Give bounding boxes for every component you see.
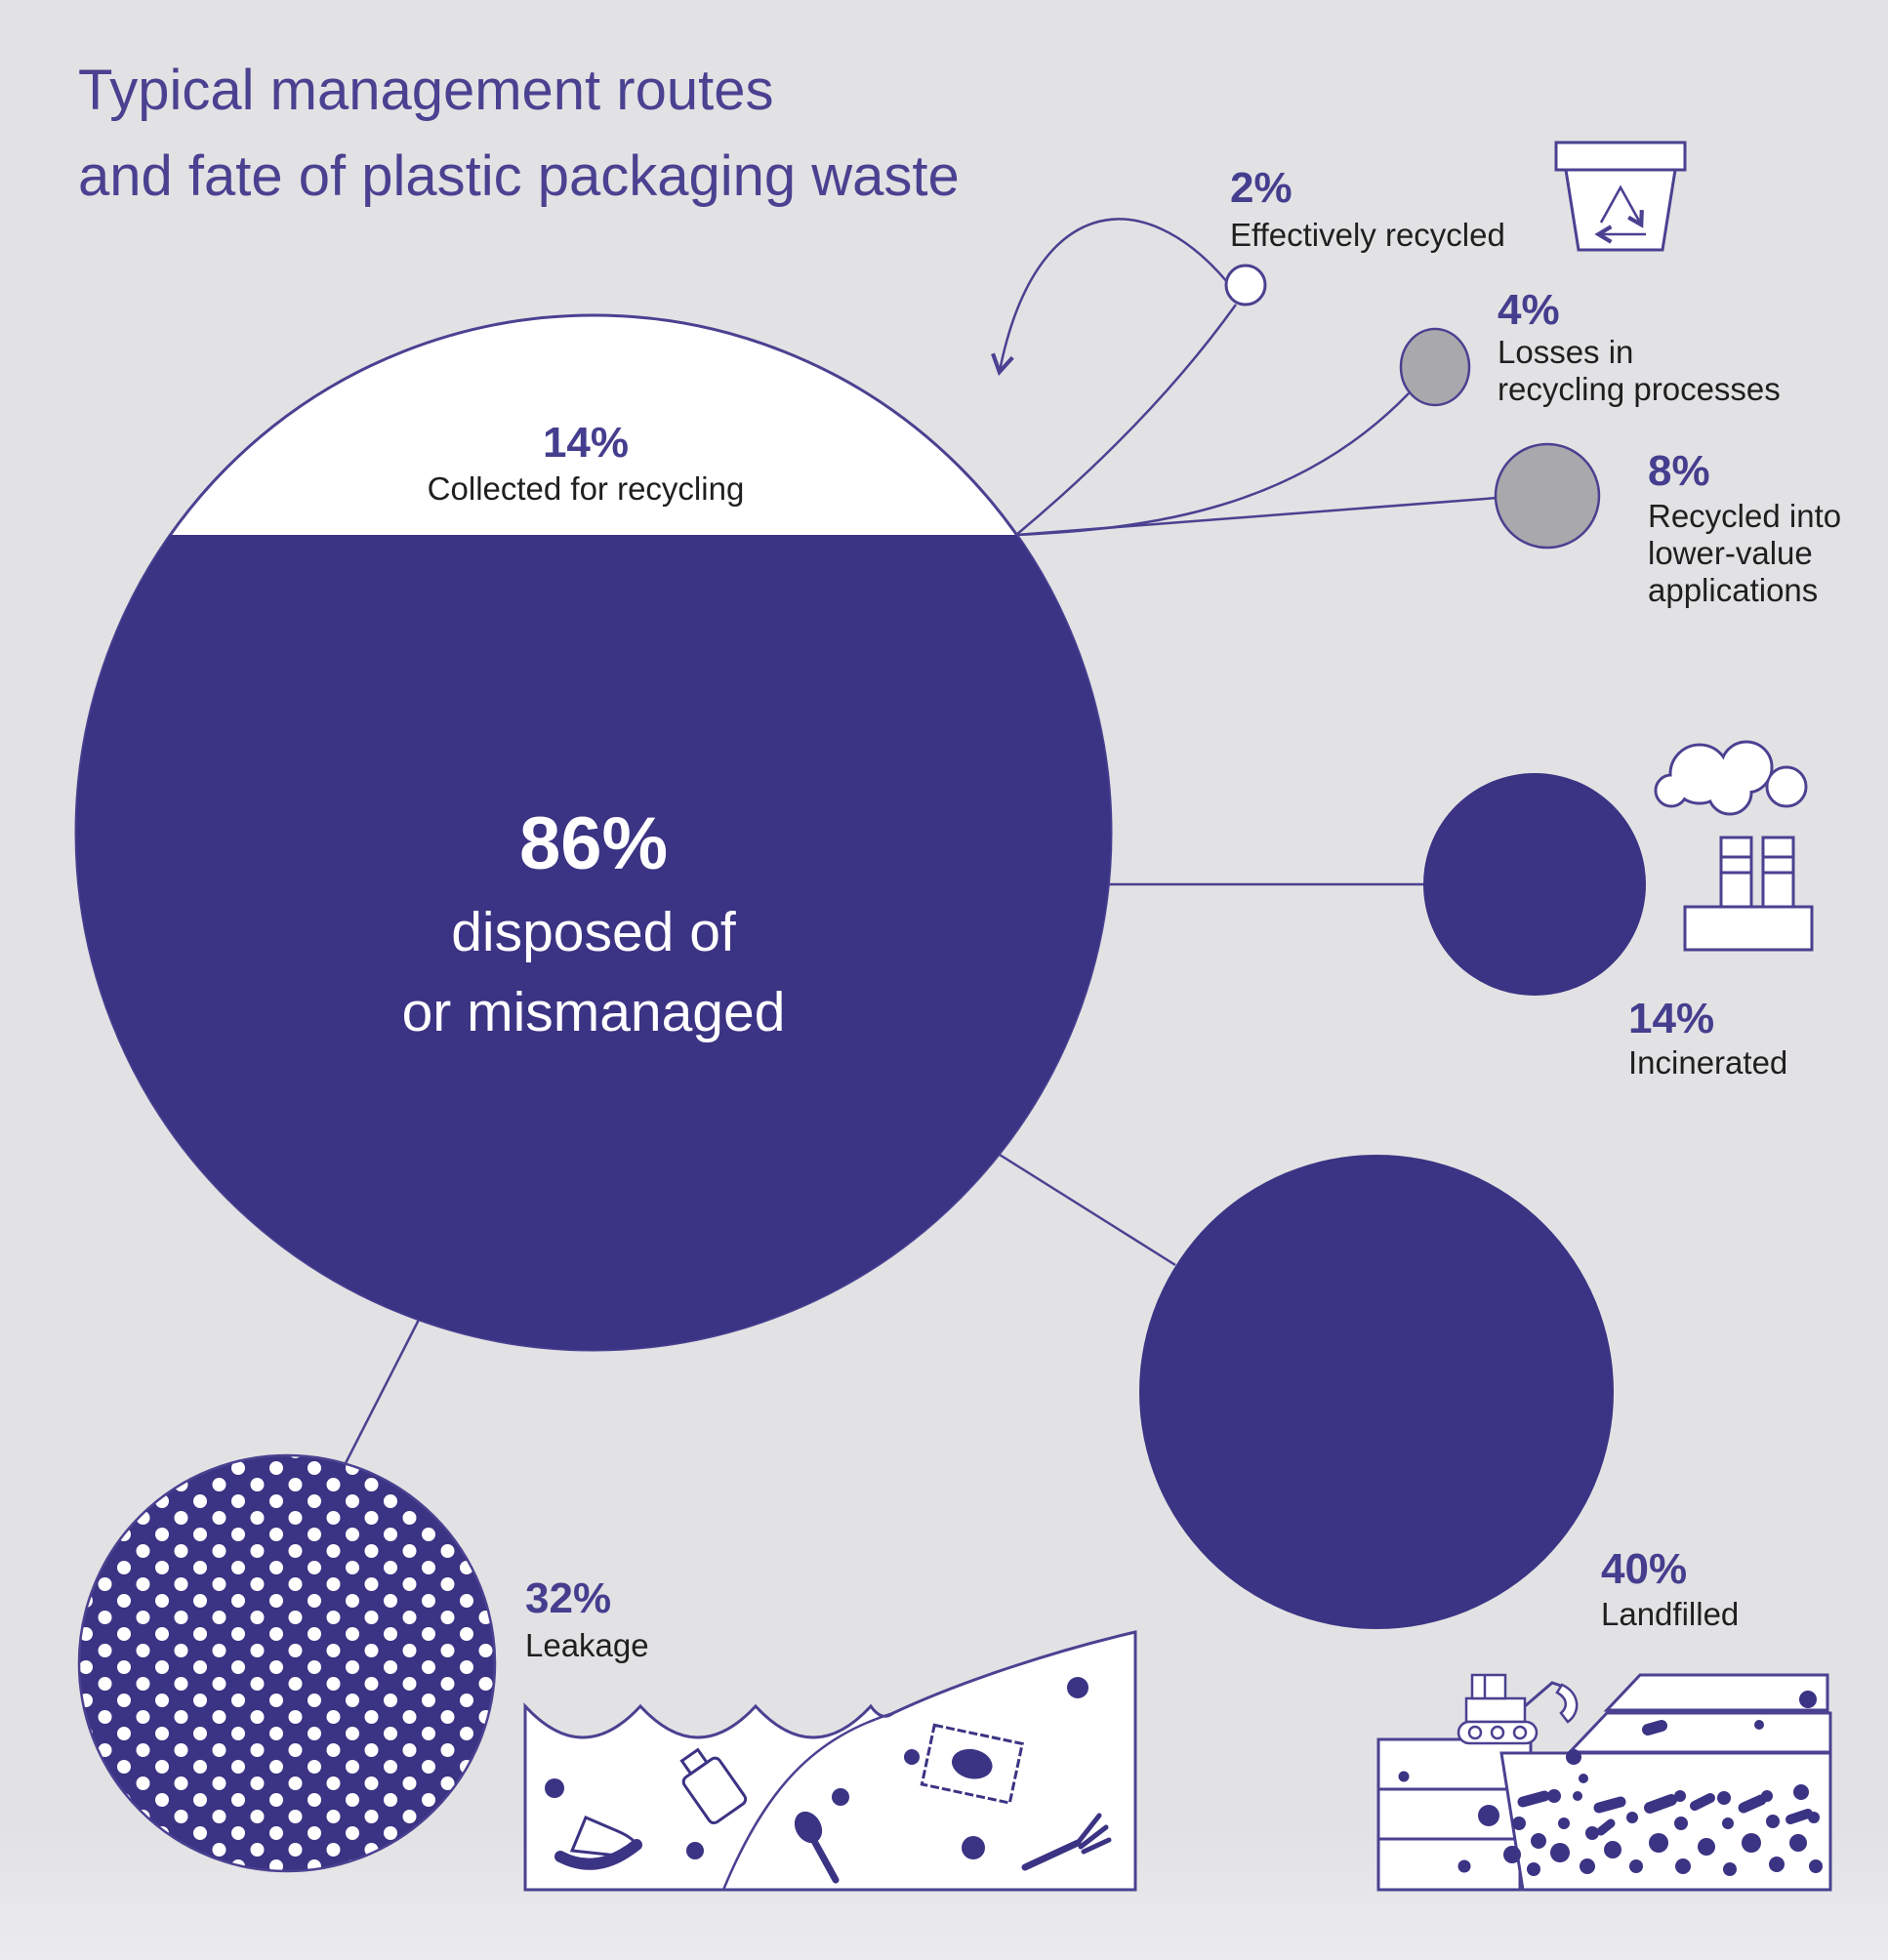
main-circle: 14% Collected for recycling 86% disposed… — [74, 313, 1113, 1352]
connector-lines — [342, 218, 1498, 1468]
terrace-left-3 — [1376, 1837, 1522, 1892]
landfill-waste-blobs — [1398, 1691, 1823, 1876]
line-to-leakage — [342, 1319, 421, 1468]
beach-line — [721, 1711, 894, 1891]
incinerated-pct: 14% — [1628, 995, 1714, 1042]
incinerated-circle — [1423, 773, 1646, 996]
page-title: Typical management routes and fate of pl… — [78, 59, 960, 208]
node-losses: 4% Losses in recycling processes — [1399, 286, 1781, 407]
node-lower-value: 8% Recycled into lower-value application… — [1494, 442, 1841, 608]
recycle-arrow-1 — [1599, 184, 1644, 228]
terrace-right-2 — [1566, 1711, 1832, 1754]
effectively-recycled-label: Effectively recycled — [1230, 217, 1505, 253]
smoke-cloud-icon — [1654, 740, 1808, 816]
losses-pct: 4% — [1498, 286, 1560, 334]
bin-lid — [1554, 141, 1687, 172]
title-line-2: and fate of plastic packaging waste — [78, 144, 960, 208]
recycling-bin-icon — [1554, 141, 1687, 252]
factory-icon — [1654, 740, 1814, 952]
title-line-1: Typical management routes — [78, 59, 773, 122]
losses-circle — [1399, 327, 1471, 407]
effectively-recycled-pct: 2% — [1230, 164, 1293, 212]
shoe-icon — [554, 1816, 642, 1870]
litter-blobs — [545, 1677, 1088, 1859]
effectively-recycled-circle — [1224, 264, 1267, 306]
disposed-label-2: or mismanaged — [402, 981, 786, 1043]
landfill-waste-capsules — [1517, 1720, 1813, 1836]
lower-value-label-2: lower-value — [1648, 535, 1813, 571]
terrace-left-2 — [1376, 1787, 1527, 1841]
fork-icon — [1021, 1813, 1112, 1871]
incinerated-label: Incinerated — [1628, 1044, 1787, 1081]
landfilled-label: Landfilled — [1601, 1596, 1739, 1632]
spoon-icon — [794, 1811, 840, 1884]
plastic-bottle-icon — [679, 1747, 748, 1825]
recycle-return-arrow — [991, 218, 1229, 377]
leakage-label: Leakage — [525, 1627, 649, 1663]
bin-body — [1564, 168, 1677, 252]
lower-value-circle — [1494, 442, 1601, 550]
disposed-segment — [76, 535, 1112, 1351]
lower-value-label-1: Recycled into — [1648, 498, 1841, 534]
landfill-terraces-icon — [1376, 1673, 1832, 1892]
snack-wrapper-icon — [920, 1723, 1024, 1805]
losses-label-1: Losses in — [1498, 334, 1633, 370]
collected-pct: 14% — [543, 419, 629, 467]
water-shape — [523, 1630, 1137, 1892]
node-effectively-recycled: 2% Effectively recycled — [1224, 164, 1505, 306]
leakage-pct: 32% — [525, 1574, 611, 1622]
line-to-effectively-recycled — [1015, 304, 1238, 536]
node-landfilled: 40% Landfilled — [1139, 1155, 1739, 1632]
lower-value-pct: 8% — [1648, 447, 1710, 495]
disposed-pct: 86% — [519, 802, 668, 885]
line-to-landfilled — [999, 1153, 1176, 1267]
excavator-icon — [1457, 1673, 1579, 1745]
waste-pit — [1499, 1751, 1832, 1892]
disposed-label-1: disposed of — [451, 901, 736, 963]
ocean-litter-icon — [523, 1630, 1137, 1892]
lower-value-label-3: applications — [1648, 572, 1818, 608]
losses-label-2: recycling processes — [1498, 371, 1781, 407]
leakage-circle — [77, 1453, 497, 1873]
factory-base — [1683, 905, 1814, 952]
terrace-right-1 — [1603, 1673, 1829, 1712]
node-incinerated: 14% Incinerated — [1423, 773, 1787, 1081]
landfilled-circle — [1139, 1155, 1614, 1629]
node-leakage: 32% Leakage — [77, 1453, 649, 1873]
line-to-lower-value — [1015, 496, 1498, 537]
landfilled-pct: 40% — [1601, 1545, 1687, 1593]
collected-label: Collected for recycling — [428, 470, 745, 507]
